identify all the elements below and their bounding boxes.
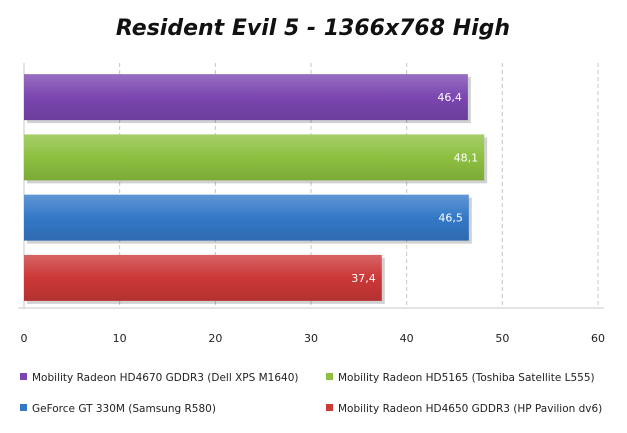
data-label: 37,4 [351,272,376,285]
legend-label: GeForce GT 330M (Samsung R580) [32,403,216,415]
legend-label: Mobility Radeon HD4670 GDDR3 (Dell XPS M… [32,372,299,384]
chart-title: Resident Evil 5 - 1366x768 High [116,16,510,41]
legend-swatch [20,373,27,380]
data-label: 46,4 [437,91,462,104]
legend: Mobility Radeon HD4670 GDDR3 (Dell XPS M… [20,372,602,415]
bar [24,194,469,241]
legend-label: Mobility Radeon HD4650 GDDR3 (HP Pavilio… [338,403,602,415]
legend-item: Mobility Radeon HD5165 (Toshiba Satellit… [326,372,595,384]
bars: 46,4 48,1 46,5 37,4 [24,74,488,304]
x-tick-label: 50 [495,332,509,345]
data-label: 48,1 [454,151,479,164]
x-tick-label: 10 [113,332,127,345]
x-tick-label: 40 [400,332,414,345]
legend-swatch [20,404,27,411]
bar [24,134,485,181]
x-axis: 0 10 20 30 40 50 60 [21,332,606,345]
x-tick-label: 30 [304,332,318,345]
legend-label: Mobility Radeon HD5165 (Toshiba Satellit… [338,372,595,384]
x-tick-label: 20 [208,332,222,345]
legend-item: Mobility Radeon HD4650 GDDR3 (HP Pavilio… [326,403,602,415]
legend-swatch [326,373,333,380]
legend-item: GeForce GT 330M (Samsung R580) [20,403,216,415]
legend-swatch [326,404,333,411]
bar [24,254,382,301]
bar [24,74,468,121]
data-label: 46,5 [438,212,463,225]
x-tick-label: 60 [591,332,605,345]
x-tick-label: 0 [21,332,28,345]
legend-item: Mobility Radeon HD4670 GDDR3 (Dell XPS M… [20,372,299,384]
